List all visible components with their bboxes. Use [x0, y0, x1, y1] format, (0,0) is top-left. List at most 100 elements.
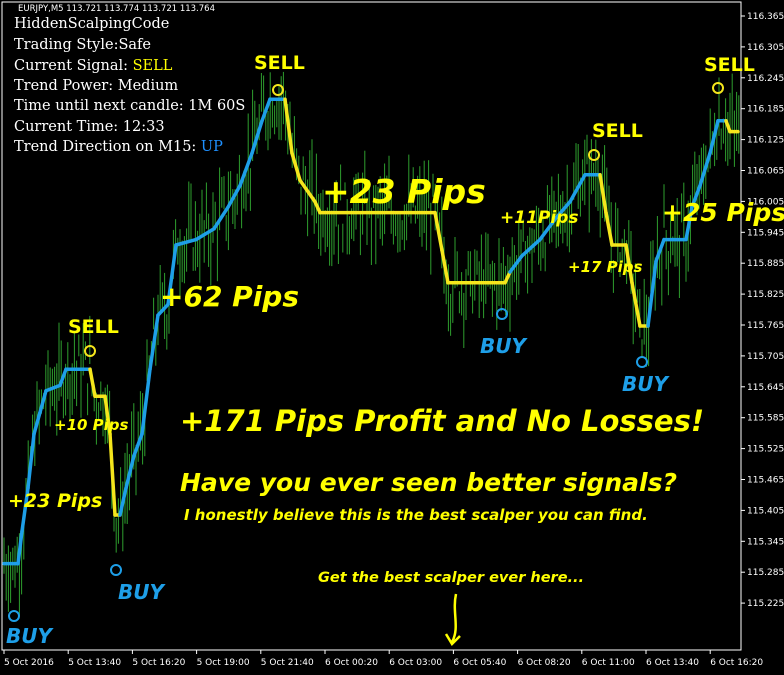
y-tick-label: 115.405	[747, 506, 784, 516]
indicator-segment	[724, 119, 732, 134]
indicator-segment	[290, 151, 302, 182]
y-tick-label: 115.705	[747, 352, 784, 362]
y-tick-label: 116.125	[747, 136, 784, 146]
cta-link[interactable]: Get the best scalper ever here...	[318, 570, 585, 586]
indicator-segment	[598, 173, 608, 215]
y-tick-label: 115.885	[747, 259, 784, 269]
buy-signal-label: BUY	[480, 334, 526, 358]
sell-signal-label: SELL	[68, 316, 119, 338]
x-tick-label: 6 Oct 11:00	[582, 658, 635, 668]
buy-marker	[496, 308, 508, 320]
indicator-segment	[604, 210, 614, 247]
indicator-segment	[16, 529, 24, 566]
arrow-down-icon	[444, 593, 461, 647]
y-tick-label: 116.005	[747, 197, 784, 207]
sell-signal-label: SELL	[592, 120, 643, 142]
indicator-name: HiddenScalpingCode	[14, 16, 170, 32]
pips-10-label: +10 Pips	[54, 416, 129, 434]
sell-signal-label: SELL	[254, 52, 305, 74]
indicator-segment	[132, 432, 144, 458]
indicator-segment	[140, 367, 152, 436]
sell-signal-label: SELL	[704, 54, 755, 76]
indicator-segment	[148, 313, 160, 371]
buy-signal-label: BUY	[6, 624, 52, 648]
indicator-segment	[166, 243, 178, 307]
indicator-segment	[58, 367, 68, 388]
indicator-segment	[88, 367, 97, 398]
current-signal-value: SELL	[132, 58, 173, 74]
time-until-next: Time until next candle: 1M 60S	[14, 98, 246, 114]
indicator-segment	[654, 237, 666, 263]
indicator-segment	[520, 237, 542, 258]
indicator-segment	[26, 432, 36, 490]
trend-direction-label: Trend Direction on M15:	[14, 139, 201, 155]
headline-text: +171 Pips Profit and No Losses!	[180, 404, 705, 438]
y-tick-label: 116.065	[747, 167, 784, 177]
y-tick-label: 115.825	[747, 290, 784, 300]
current-time: Current Time: 12:33	[14, 119, 165, 135]
y-tick-label: 116.305	[747, 43, 784, 53]
x-tick-label: 5 Oct 16:20	[132, 658, 185, 668]
indicator-segment	[568, 173, 587, 204]
indicator-segment	[238, 151, 254, 188]
y-tick-label: 115.225	[747, 599, 784, 609]
buy-marker	[636, 356, 648, 368]
x-tick-label: 5 Oct 19:00	[197, 658, 250, 668]
trend-direction: Trend Direction on M15: UP	[14, 139, 223, 156]
pips-23-top-label: +23 Pips	[322, 172, 486, 211]
indicator-segment	[538, 216, 558, 242]
y-tick-label: 116.245	[747, 74, 784, 84]
y-tick-label: 116.185	[747, 105, 784, 115]
indicator-segment	[250, 119, 264, 155]
indicator-segment	[174, 237, 198, 247]
indicator-segment	[260, 97, 272, 123]
trend-power: Trend Power: Medium	[14, 78, 179, 94]
indicator-segment	[684, 205, 694, 242]
pips-11-label: +11Pips	[500, 208, 579, 228]
buy-marker	[110, 564, 122, 576]
plot-frame	[1, 1, 742, 651]
y-tick-label: 115.525	[747, 445, 784, 455]
pips-17-label: +17 Pips	[568, 258, 643, 276]
y-tick-label: 115.945	[747, 228, 784, 238]
trading-style: Trading Style:Safe	[14, 37, 151, 53]
y-tick-label: 115.285	[747, 568, 784, 578]
buy-signal-label: BUY	[622, 372, 668, 396]
trend-direction-value: UP	[200, 139, 223, 155]
indicator-segment	[32, 410, 42, 436]
indicator-segment	[433, 210, 444, 253]
x-tick-label: 5 Oct 21:40	[261, 658, 314, 668]
indicator-segment	[103, 394, 112, 436]
indicator-segment	[20, 486, 30, 533]
symbol-header: EURJPY,M5 113.721 113.774 113.721 113.76…	[18, 4, 215, 14]
indicator-segment	[156, 302, 170, 317]
pips-23-left-label: +23 Pips	[8, 490, 103, 512]
buy-signal-label: BUY	[118, 580, 164, 604]
indicator-segment	[108, 432, 117, 517]
indicator-segment	[708, 119, 720, 155]
indicator-segment	[313, 200, 322, 215]
belief-text: I honestly believe this is the best scal…	[184, 506, 648, 524]
indicator-segment	[118, 486, 128, 517]
indicator-segment	[212, 205, 230, 231]
x-tick-label: 6 Oct 16:20	[710, 658, 763, 668]
y-tick-label: 115.345	[747, 537, 784, 547]
sell-marker	[272, 84, 284, 96]
x-tick-label: 6 Oct 05:40	[453, 658, 506, 668]
x-tick-label: 6 Oct 03:00	[389, 658, 442, 668]
current-signal-label: Current Signal:	[14, 58, 133, 74]
pips-25-label: +25 Pips	[662, 198, 784, 227]
indicator-segment	[646, 259, 658, 328]
y-tick-label: 115.465	[747, 476, 784, 486]
indicator-segment	[226, 183, 242, 209]
indicator-segment	[124, 453, 136, 490]
sell-marker	[588, 149, 600, 161]
x-tick-label: 6 Oct 13:40	[646, 658, 699, 668]
y-tick-label: 116.365	[747, 12, 784, 22]
indicator-segment	[44, 383, 62, 393]
current-signal: Current Signal: SELL	[14, 58, 172, 75]
indicator-segment	[298, 178, 317, 204]
question-text: Have you ever seen better signals?	[180, 468, 677, 497]
